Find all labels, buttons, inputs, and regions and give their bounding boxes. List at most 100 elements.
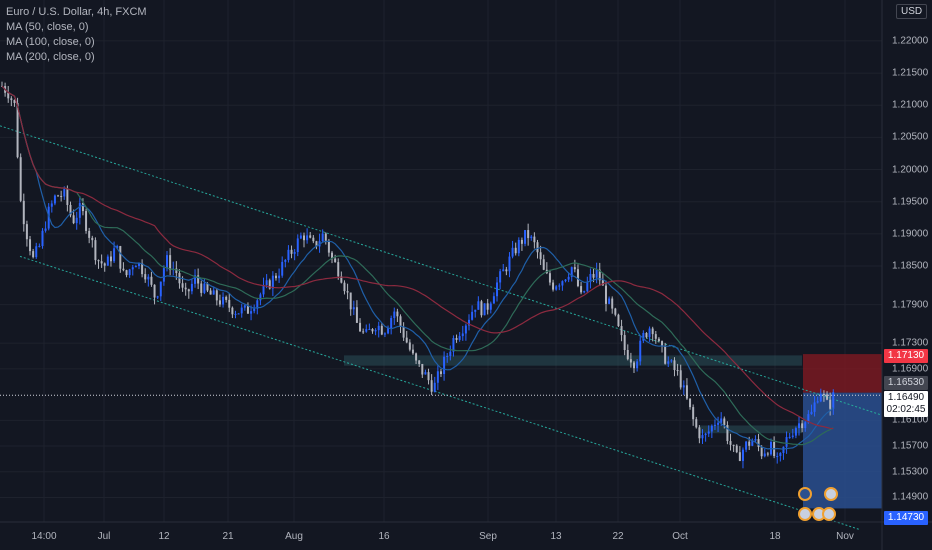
time-tick-label: Sep xyxy=(479,531,497,542)
candle-body xyxy=(433,382,436,392)
candle-body xyxy=(128,269,131,276)
candle-body xyxy=(122,268,125,271)
candle-body xyxy=(748,441,751,446)
legend-ma100[interactable]: MA (100, close, 0) xyxy=(6,36,95,48)
price-tick-label: 1.21000 xyxy=(892,99,929,111)
legend-ma200[interactable]: MA (200, close, 0) xyxy=(6,51,95,63)
candle-body xyxy=(35,246,38,258)
time-tick-label: Nov xyxy=(836,531,854,542)
candle-body xyxy=(673,360,676,371)
candle-body xyxy=(670,360,673,362)
candle-body xyxy=(237,313,240,315)
candle-body xyxy=(623,335,626,350)
candle-body xyxy=(713,424,716,426)
candle-body xyxy=(78,203,81,218)
candle-body xyxy=(299,235,302,239)
candle-body xyxy=(281,261,284,276)
candle-body xyxy=(533,236,536,243)
price-tick-label: 1.15300 xyxy=(892,466,929,478)
candle-body xyxy=(259,294,262,301)
candle-body xyxy=(689,398,692,408)
candle-body xyxy=(60,195,63,197)
candle-body xyxy=(85,211,88,231)
candle-body xyxy=(502,269,505,272)
ma100-line xyxy=(1,85,834,446)
candle-body xyxy=(486,303,489,310)
candle-body xyxy=(203,283,206,293)
candle-body xyxy=(194,275,197,284)
candle-body xyxy=(63,188,66,197)
currency-badge[interactable]: USD xyxy=(896,4,928,19)
candle-body xyxy=(88,230,91,238)
candle-body xyxy=(81,203,84,212)
candle-body xyxy=(813,402,816,412)
candle-body xyxy=(25,224,28,240)
legend-ma50[interactable]: MA (50, close, 0) xyxy=(6,21,89,33)
candle-body xyxy=(517,239,520,254)
candle-body xyxy=(331,252,334,259)
candle-body xyxy=(520,239,523,244)
candle-body xyxy=(159,281,162,297)
candle-body xyxy=(695,419,698,428)
candle-body xyxy=(16,103,19,158)
candle-body xyxy=(38,246,41,248)
candle-body xyxy=(116,246,119,249)
candle-body xyxy=(639,340,642,362)
us-flag-icon[interactable] xyxy=(824,487,838,501)
price-tick-label: 1.20500 xyxy=(892,131,929,143)
time-tick-label: 13 xyxy=(550,531,562,542)
candle-body xyxy=(832,392,835,409)
us-flag-icon[interactable] xyxy=(798,507,812,521)
candle-body xyxy=(53,195,56,204)
candle-body xyxy=(667,361,670,364)
candle-body xyxy=(595,269,598,278)
calendar-event-icon[interactable] xyxy=(822,507,836,521)
candle-body xyxy=(567,276,570,280)
legend-symbol-title[interactable]: Euro / U.S. Dollar, 4h, FXCM xyxy=(6,6,147,18)
candle-body xyxy=(645,333,648,338)
candle-body xyxy=(527,230,530,239)
candle-body xyxy=(446,355,449,357)
candle-body xyxy=(411,349,414,354)
candle-body xyxy=(443,356,446,375)
candle-body xyxy=(654,334,657,339)
time-tick-label: Oct xyxy=(672,531,688,542)
candle-body xyxy=(119,246,122,269)
candle-body xyxy=(106,256,109,266)
candle-body xyxy=(240,307,243,314)
candle-body xyxy=(601,280,604,286)
candle-body xyxy=(424,372,427,375)
candle-body xyxy=(125,270,128,276)
candle-body xyxy=(664,346,667,364)
candle-body xyxy=(175,268,178,274)
channel-upper-line xyxy=(0,125,883,416)
candle-body xyxy=(383,333,386,335)
candle-body xyxy=(169,255,172,271)
candle-body xyxy=(763,453,766,457)
candle-body xyxy=(801,423,804,429)
ma50-line xyxy=(1,85,834,450)
candle-body xyxy=(162,268,165,282)
candle-body xyxy=(548,273,551,283)
candle-body xyxy=(449,351,452,356)
candle-body xyxy=(729,441,732,445)
candle-body xyxy=(166,255,169,269)
candle-body xyxy=(788,436,791,438)
eu-flag-icon[interactable] xyxy=(798,487,812,501)
price-tick-label: 1.18500 xyxy=(892,260,929,272)
candle-body xyxy=(819,394,822,402)
candle-body xyxy=(228,299,231,308)
candle-body xyxy=(50,203,53,207)
candle-body xyxy=(710,425,713,432)
candle-body xyxy=(243,305,246,308)
candle-body xyxy=(184,287,187,290)
candle-body xyxy=(66,188,69,205)
candle-body xyxy=(558,285,561,287)
candle-body xyxy=(608,298,611,304)
candle-body xyxy=(32,251,35,258)
candle-body xyxy=(408,342,411,350)
candle-body xyxy=(807,414,810,423)
candle-body xyxy=(682,385,685,388)
candle-body xyxy=(380,325,383,335)
